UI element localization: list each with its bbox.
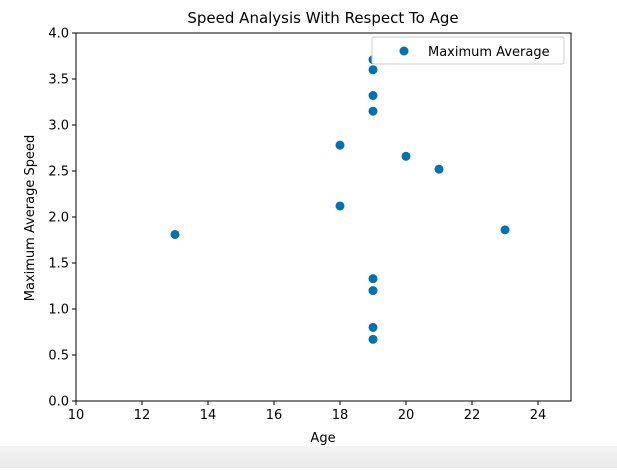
data-point xyxy=(335,201,345,211)
y-tick-label: 1.0 xyxy=(48,303,69,318)
data-point xyxy=(368,322,378,332)
data-point xyxy=(434,164,444,174)
data-point xyxy=(500,225,510,235)
data-point xyxy=(170,229,180,239)
data-point xyxy=(335,140,345,150)
plot-area: 10 12 14 16 18 20 22 24 0.0 0.5 1.0 1.5 2.0 2.5 3.0 3.5… xyxy=(48,27,572,423)
x-axis-label: Age xyxy=(310,431,335,446)
x-tick-label: 20 xyxy=(398,408,415,423)
legend-box xyxy=(371,36,565,65)
x-tick-label: 12 xyxy=(134,408,151,423)
data-point xyxy=(368,286,378,296)
y-axis-label: Maximum Average Speed xyxy=(23,135,38,301)
data-point xyxy=(368,274,378,284)
x-tick-label: 24 xyxy=(530,408,547,423)
y-tick-label: 3.5 xyxy=(48,73,69,88)
x-tick-label: 22 xyxy=(464,408,481,423)
y-tick-label: 2.5 xyxy=(48,165,69,180)
y-tick-label: 2.0 xyxy=(48,211,69,226)
data-point xyxy=(368,91,378,101)
legend: Maximum Average xyxy=(371,36,565,65)
legend-label: Maximum Average xyxy=(428,45,550,60)
x-tick-label: 10 xyxy=(68,408,85,423)
chart-title: Speed Analysis With Respect To Age xyxy=(187,9,458,27)
data-point xyxy=(368,106,378,116)
axes-frame xyxy=(75,32,572,402)
y-tick-label: 1.5 xyxy=(48,257,69,272)
data-point xyxy=(368,65,378,75)
y-tick-label: 4.0 xyxy=(48,27,69,42)
y-tick-label: 0.0 xyxy=(48,395,69,410)
window-bottom-strip xyxy=(0,446,617,468)
data-point xyxy=(401,151,411,161)
y-tick-label: 3.0 xyxy=(48,119,69,134)
y-tick-label: 0.5 xyxy=(48,349,69,364)
x-tick-label: 16 xyxy=(266,408,283,423)
x-tick-label: 18 xyxy=(332,408,349,423)
data-point xyxy=(368,334,378,344)
legend-marker xyxy=(399,46,409,56)
x-tick-label: 14 xyxy=(200,408,217,423)
